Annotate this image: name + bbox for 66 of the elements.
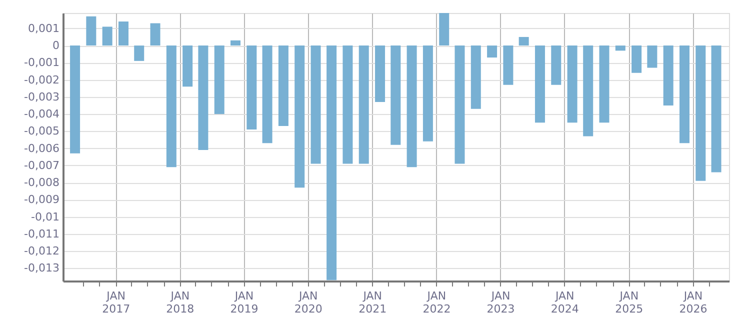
bar [182,46,193,87]
bar [262,46,272,144]
bar [406,46,417,168]
bar [134,46,144,61]
bar [310,46,321,164]
bar [230,40,241,46]
y-tick-label: -0,001 [24,56,60,70]
bar [102,26,112,46]
y-tick-label: -0,013 [24,262,60,275]
y-tick-label: -0,012 [24,244,60,258]
bar [390,46,401,145]
bar [583,46,594,136]
bar [518,36,529,46]
bar [632,46,642,73]
bar [278,46,288,126]
y-tick-label: -0,003 [24,90,60,104]
bar [214,46,224,114]
bar [375,46,386,102]
y-tick-label: -0,011 [24,227,60,240]
bar [487,46,498,58]
y-tick-label: -0,005 [24,124,60,138]
bar [663,46,674,106]
bar [294,46,305,188]
bar [86,16,96,46]
bar [198,46,208,150]
bar [118,22,128,46]
bar [150,23,160,46]
x-tick-label: JAN 2021 [358,290,387,313]
x-tick-label: JAN 2017 [102,290,130,313]
x-tick-label: JAN 2020 [294,290,322,313]
bar [439,13,450,46]
y-tick-label: -0,007 [24,158,60,172]
y-tick-label: -0,002 [24,73,60,86]
x-tick-label: JAN 2024 [550,290,579,313]
bar [551,46,562,85]
y-tick-label: -0,008 [24,176,60,190]
bar [599,46,610,123]
bar [326,46,337,280]
x-tick-label: JAN 2026 [679,290,708,313]
bar [711,46,722,172]
y-tick-label: -0,01 [31,210,60,224]
bar [454,46,465,164]
bar [166,46,176,168]
x-tick-label: JAN 2018 [166,290,194,313]
y-tick-label: -0,006 [24,142,60,155]
bar [503,46,514,85]
bar [647,46,658,68]
bar [70,46,80,154]
y-tick-label: 0,001 [28,22,60,35]
bar [534,46,545,123]
y-tick-label: -0,004 [24,108,60,121]
bar [422,46,433,142]
x-tick-label: JAN 2022 [422,290,451,313]
y-tick-label: 0 [52,39,60,52]
y-tick-label: -0,009 [24,193,60,206]
bar [615,46,626,51]
bar [679,46,690,144]
bar [470,46,481,109]
x-tick-label: JAN 2019 [230,290,258,313]
bar [567,46,578,123]
x-tick-label: JAN 2025 [615,290,644,313]
bar [342,46,353,164]
bar [696,46,706,181]
bar [358,46,369,164]
bar [246,46,257,130]
x-tick-label: JAN 2023 [486,290,515,313]
